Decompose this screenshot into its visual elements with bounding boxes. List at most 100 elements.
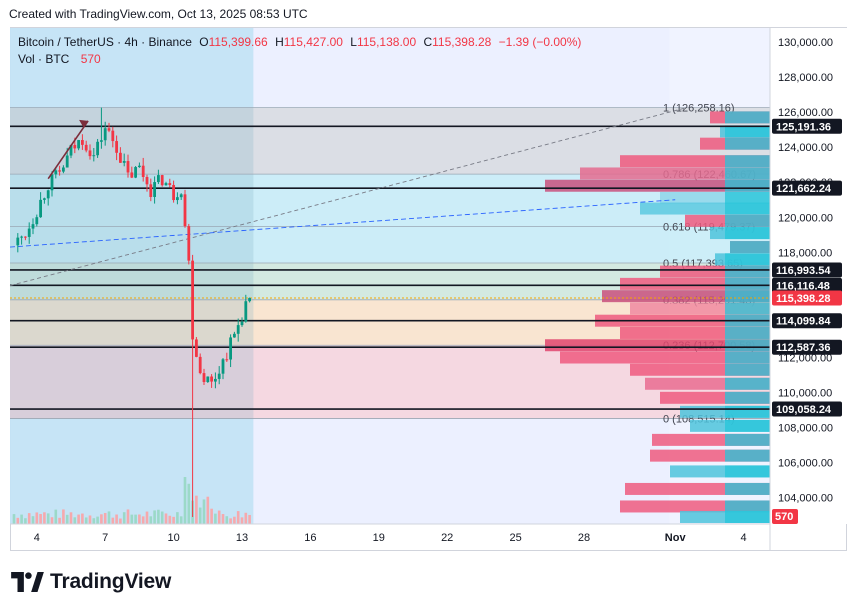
fib-band-history — [10, 345, 254, 419]
candle-body — [92, 155, 96, 157]
gray-trend-line — [9, 107, 687, 287]
level-price-tag-text: 116,993.54 — [776, 265, 831, 277]
time-tick-label: 4 — [741, 532, 747, 544]
high-value: 115,427.00 — [283, 35, 343, 49]
candle-body — [225, 359, 229, 361]
candle-body — [236, 325, 240, 334]
volume-bar — [35, 512, 39, 524]
volume-profile-bar-inner — [725, 167, 770, 180]
volume-bar — [149, 516, 153, 524]
volume-bar — [176, 512, 179, 524]
volume-profile-bar-inner — [725, 351, 770, 364]
volume-bar — [248, 514, 251, 524]
candle-body — [153, 182, 156, 197]
price-tick-label: 104,000.00 — [778, 493, 833, 505]
candle-body — [157, 175, 160, 183]
volume-badge — [772, 509, 798, 524]
candle-body — [43, 198, 46, 200]
candle-body — [183, 194, 187, 227]
volume-bar — [221, 514, 225, 524]
volume-bar — [236, 511, 240, 524]
candle-body — [233, 333, 236, 338]
volume-bar — [160, 511, 164, 524]
volume-bar — [46, 513, 50, 524]
volume-profile-bar-inner — [725, 302, 770, 315]
close-value: 115,398.28 — [432, 35, 492, 49]
created-with-text: Created with TradingView.com, Oct 13, 20… — [9, 7, 308, 21]
candle-body — [217, 373, 221, 379]
time-tick-label: Nov — [665, 532, 687, 544]
candle-body — [240, 321, 244, 326]
time-tick-label: 19 — [373, 532, 385, 544]
volume-bar — [141, 516, 145, 524]
candle-body — [164, 183, 168, 186]
volume-bar — [73, 517, 77, 524]
time-tick-label: 10 — [167, 532, 179, 544]
candle-body — [16, 237, 20, 246]
candle-body — [27, 228, 31, 237]
volume-bar — [225, 516, 229, 524]
price-tick-label: 108,000.00 — [778, 423, 833, 435]
candle-body — [244, 301, 248, 322]
candle-body — [130, 172, 134, 178]
volume-profile-bar-inner — [725, 377, 770, 390]
volume-value: 570 — [80, 52, 101, 66]
volume-profile-bar-inner — [725, 179, 770, 192]
volume-bar — [92, 518, 96, 524]
volume-profile-bar-inner — [725, 290, 770, 303]
candle-body — [122, 161, 126, 163]
volume-profile-bar-inner — [725, 192, 770, 205]
candle-body — [248, 297, 251, 302]
volume-bar — [107, 511, 111, 524]
time-tick-label: 4 — [34, 532, 40, 544]
tradingview-brand[interactable]: TradingView — [11, 570, 171, 594]
volume-bar — [100, 514, 103, 524]
volume-profile-bar-inner — [725, 265, 770, 278]
candle-body — [84, 144, 88, 151]
price-tick-label: 106,000.00 — [778, 458, 833, 470]
candle-body — [35, 217, 39, 225]
volume-bar — [62, 509, 65, 524]
tradingview-wordmark: TradingView — [50, 570, 172, 593]
fib-band-history — [10, 262, 254, 300]
volume-profile-bar-inner — [725, 277, 770, 290]
candle-body — [39, 199, 42, 218]
volume-bar — [115, 514, 118, 524]
candle-body — [210, 376, 213, 382]
candle-body — [172, 184, 175, 201]
volume-bar — [214, 513, 217, 524]
price-tick-label: 124,000.00 — [778, 142, 833, 154]
volume-bar — [119, 518, 122, 524]
time-tick-label: 13 — [236, 532, 248, 544]
volume-badge-text: 570 — [775, 511, 793, 523]
volume-profile-bar-inner — [725, 500, 770, 513]
price-tick-label: 118,000.00 — [778, 247, 832, 259]
symbol-title[interactable]: Bitcoin / TetherUS · 4h · Binance — [18, 35, 192, 49]
volume-profile-bar-inner — [725, 339, 770, 352]
volume-bar — [164, 513, 168, 524]
low-value: 115,138.00 — [356, 35, 417, 49]
volume-label[interactable]: Vol · BTC — [18, 52, 70, 66]
volume-bar — [69, 512, 73, 524]
candle-body — [134, 167, 137, 178]
candle-body — [168, 183, 172, 185]
volume-profile-bar-inner — [725, 363, 770, 376]
level-price-tag — [772, 277, 842, 293]
volume-bar — [179, 516, 183, 524]
fib-band — [10, 226, 770, 263]
volume-profile-bar-inner — [725, 482, 770, 495]
fib-band-history — [10, 107, 254, 175]
volume-bar — [153, 510, 156, 524]
volume-profile-bar-inner — [725, 449, 770, 462]
price-tick-label: 126,000.00 — [778, 107, 833, 119]
close-key: C — [423, 35, 433, 49]
candle-body — [141, 165, 145, 177]
candle-body — [103, 128, 107, 141]
candle-body — [198, 356, 202, 374]
high-key: H — [275, 35, 284, 49]
volume-bar — [145, 511, 149, 524]
volume-bar — [233, 516, 236, 524]
candle-body — [73, 144, 77, 149]
candle-body — [206, 376, 210, 383]
